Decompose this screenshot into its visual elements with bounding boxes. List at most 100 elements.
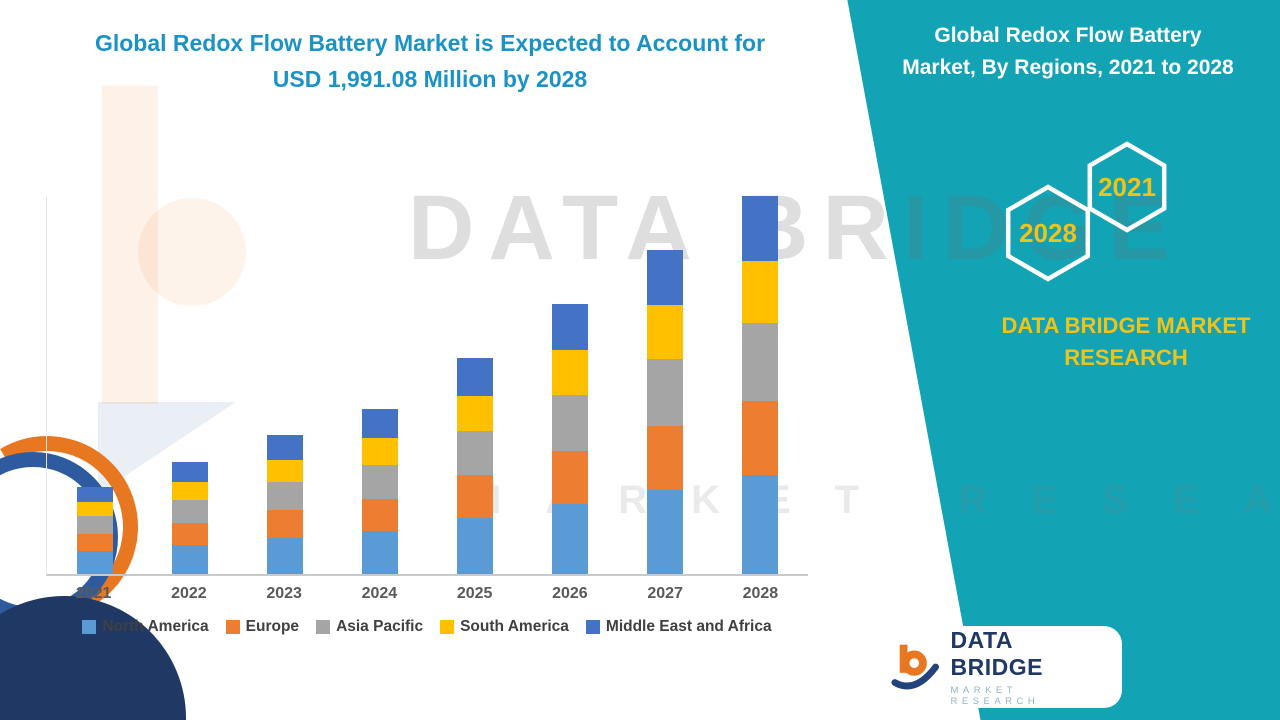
bar-segment-europe	[266, 510, 303, 538]
stacked-bar-chart: 2021 2022 2023 2024 2025 2026 2027 2028 North A…	[46, 196, 808, 636]
legend-item-south-america: South America	[440, 618, 569, 636]
bar-segment-middle-east-and-africa	[457, 357, 494, 396]
badge-year-2028: 2028	[1019, 218, 1077, 248]
bar-column-2023	[237, 435, 332, 574]
bar-segment-north-america	[361, 531, 398, 574]
hexagon-2028-icon	[1005, 184, 1091, 282]
logo-tagline: MARKET RESEARCH	[950, 685, 1040, 707]
data-bridge-logo-box: DATA BRIDGE MARKET RESEARCH	[876, 626, 1122, 708]
bar-segment-north-america	[457, 518, 494, 574]
bar-segment-north-america	[552, 503, 589, 574]
legend-swatch-icon	[316, 620, 331, 634]
bar-segment-middle-east-and-africa	[361, 408, 398, 439]
bar-column-2028	[713, 196, 808, 574]
x-axis-label-2027: 2027	[647, 585, 683, 602]
bar-segment-asia-pacific	[76, 516, 113, 535]
bar-segment-south-america	[742, 260, 779, 323]
badge-year-2021: 2021	[1098, 172, 1156, 202]
bar-segment-south-america	[457, 395, 494, 431]
hexagon-2021-icon	[1087, 141, 1167, 233]
bar-column-2021	[47, 486, 142, 574]
legend-item-asia-pacific: Asia Pacific	[316, 618, 423, 636]
bar-segment-south-america	[266, 460, 303, 482]
x-axis-labels: 2021 2022 2023 2024 2025 2026 2027 2028	[46, 585, 808, 603]
watermark-text-secondary: MARKET RESEARCH	[468, 478, 1280, 522]
bar-segment-europe	[76, 534, 113, 552]
headline-line2: USD 1,991.08 Million by 2028	[272, 65, 588, 92]
legend-label: South America	[460, 618, 569, 635]
bar-segment-middle-east-and-africa	[266, 435, 303, 461]
brand-line1: DATA BRIDGE MARKET	[1001, 313, 1251, 338]
stacked-bar-2025	[457, 357, 494, 574]
bar-segment-asia-pacific	[457, 430, 494, 476]
bar-column-2024	[332, 408, 427, 574]
bar-segment-north-america	[647, 489, 684, 574]
bar-segment-middle-east-and-africa	[552, 304, 589, 351]
bar-segment-south-america	[552, 350, 589, 395]
legend-item-europe: Europe	[225, 618, 300, 636]
year-hexagon-badges: 2021 2028	[1005, 141, 1167, 282]
legend-label: North America	[102, 618, 209, 635]
bar-segment-middle-east-and-africa	[742, 196, 779, 261]
x-axis-label-2025: 2025	[456, 585, 493, 602]
legend-swatch-icon	[225, 620, 240, 634]
bar-segment-asia-pacific	[171, 500, 208, 523]
legend-swatch-icon	[440, 620, 455, 634]
chart-plot-area	[46, 196, 808, 576]
side-panel-title: Global Redox Flow Battery Market, By Reg…	[892, 20, 1244, 83]
bar-segment-middle-east-and-africa	[76, 486, 113, 502]
chart-legend: North America Europe Asia Pacific South Ame…	[46, 618, 808, 636]
bar-segment-europe	[647, 425, 684, 490]
data-bridge-logo-icon	[891, 644, 940, 690]
bar-segment-europe	[457, 475, 494, 518]
logo-text-block: DATA BRIDGE MARKET RESEARCH	[950, 627, 1108, 707]
logo-wordmark: DATA BRIDGE	[950, 627, 1043, 680]
bar-column-2027	[618, 250, 713, 574]
bar-segment-asia-pacific	[361, 464, 398, 500]
bar-segment-asia-pacific	[266, 481, 303, 511]
stacked-bar-2023	[266, 435, 303, 574]
side-panel-title-line1: Global Redox Flow Battery	[934, 24, 1202, 47]
x-axis-label-2026: 2026	[552, 585, 588, 602]
bar-segment-south-america	[76, 501, 113, 517]
bar-segment-asia-pacific	[742, 322, 779, 401]
bar-segment-europe	[552, 450, 589, 504]
legend-swatch-icon	[82, 620, 97, 634]
bar-column-2022	[142, 462, 237, 574]
x-axis-label-2024: 2024	[361, 585, 398, 602]
stacked-bar-2028	[742, 196, 779, 574]
bar-segment-asia-pacific	[647, 358, 684, 426]
bar-segment-middle-east-and-africa	[647, 250, 684, 306]
bar-segment-north-america	[742, 475, 779, 574]
side-panel-brand: DATA BRIDGE MARKET RESEARCH	[930, 310, 1280, 374]
headline-line1: Global Redox Flow Battery Market is Expe…	[94, 30, 766, 56]
x-axis-label-2021: 2021	[75, 585, 112, 602]
stacked-bar-2024	[361, 408, 398, 574]
bar-segment-north-america	[266, 537, 303, 574]
x-axis-label-2028: 2028	[742, 585, 779, 602]
bar-segment-europe	[361, 499, 398, 532]
stacked-bar-2027	[647, 250, 684, 574]
bar-segment-south-america	[647, 305, 684, 359]
stacked-bar-2026	[552, 304, 589, 574]
bar-column-2026	[523, 304, 618, 574]
bar-segment-europe	[742, 400, 779, 476]
bar-segment-south-america	[361, 438, 398, 465]
bar-segment-north-america	[171, 544, 208, 574]
bar-segment-middle-east-and-africa	[171, 462, 208, 483]
chart-headline: Global Redox Flow Battery Market is Expe…	[68, 26, 792, 97]
brand-line2: RESEARCH	[1064, 344, 1188, 370]
bar-segment-europe	[171, 522, 208, 545]
watermark-text-primary: DATA BRIDGE	[408, 177, 1184, 279]
bar-segment-north-america	[76, 551, 113, 574]
bar-segment-south-america	[171, 482, 208, 501]
legend-label: Middle East and Africa	[605, 618, 772, 635]
stacked-bar-2022	[171, 462, 208, 574]
stacked-bar-2021	[76, 486, 113, 574]
x-axis-label-2022: 2022	[171, 585, 207, 602]
legend-item-middle-east-and-africa: Middle East and Africa	[585, 618, 772, 636]
bar-segment-asia-pacific	[552, 394, 589, 451]
side-panel-title-line2: Market, By Regions, 2021 to 2028	[902, 55, 1234, 79]
legend-label: Europe	[245, 618, 300, 635]
